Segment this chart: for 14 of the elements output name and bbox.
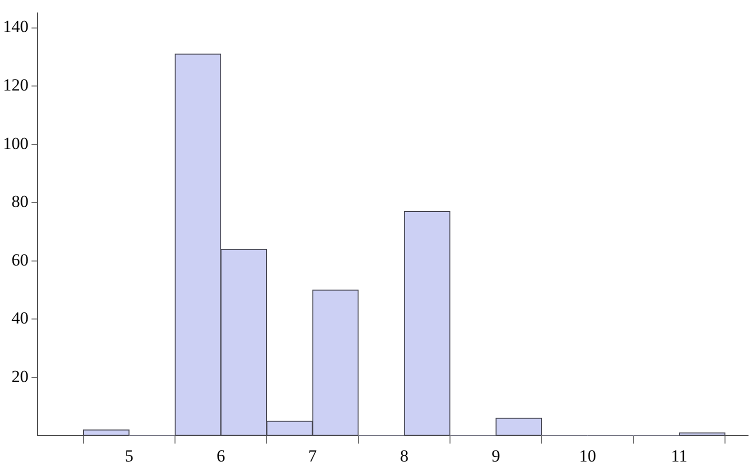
x-tick-label: 10 <box>579 446 596 466</box>
y-tick-label: 20 <box>12 366 28 386</box>
x-tick-label: 6 <box>216 446 226 466</box>
x-tick-label: 11 <box>671 446 688 466</box>
y-tick-label: 140 <box>3 17 28 36</box>
y-tick-label: 100 <box>3 134 28 153</box>
y-tick-label: 80 <box>12 192 28 212</box>
x-tick-label: 9 <box>492 446 500 466</box>
y-tick-label: 40 <box>12 308 28 328</box>
x-tick-label: 8 <box>400 446 408 466</box>
x-tick-label: 5 <box>124 446 134 466</box>
y-tick-label: 120 <box>3 75 28 94</box>
y-tick-label: 60 <box>12 250 28 270</box>
x-tick-label: 7 <box>308 446 318 466</box>
